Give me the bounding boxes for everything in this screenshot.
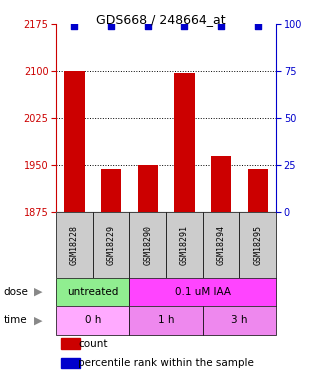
Point — [255, 23, 260, 29]
Text: GSM18229: GSM18229 — [107, 225, 116, 265]
Bar — [56, 306, 129, 334]
Bar — [203, 306, 276, 334]
Text: 1 h: 1 h — [158, 315, 174, 325]
Text: GSM18291: GSM18291 — [180, 225, 189, 265]
Text: time: time — [3, 315, 27, 325]
Bar — [93, 212, 129, 278]
Point — [145, 23, 150, 29]
Bar — [129, 278, 276, 306]
Bar — [166, 212, 203, 278]
Point — [219, 23, 224, 29]
Text: 0.1 uM IAA: 0.1 uM IAA — [175, 287, 231, 297]
Point — [182, 23, 187, 29]
Text: GSM18294: GSM18294 — [217, 225, 226, 265]
Text: ▶: ▶ — [34, 315, 42, 325]
Text: ▶: ▶ — [34, 287, 42, 297]
Text: dose: dose — [3, 287, 28, 297]
Text: 3 h: 3 h — [231, 315, 248, 325]
Bar — [138, 165, 158, 212]
Bar — [174, 72, 195, 212]
Text: GDS668 / 248664_at: GDS668 / 248664_at — [96, 13, 225, 26]
Text: GSM18228: GSM18228 — [70, 225, 79, 265]
Text: percentile rank within the sample: percentile rank within the sample — [78, 358, 254, 368]
Bar — [203, 212, 239, 278]
Text: GSM18295: GSM18295 — [253, 225, 262, 265]
Text: 0 h: 0 h — [85, 315, 101, 325]
Text: untreated: untreated — [67, 287, 118, 297]
Bar — [239, 212, 276, 278]
Bar — [129, 306, 203, 334]
Point — [72, 23, 77, 29]
Bar — [101, 170, 121, 212]
Bar — [65, 70, 84, 212]
Bar — [211, 156, 231, 212]
Point — [108, 23, 114, 29]
Bar — [56, 278, 129, 306]
Bar — [61, 358, 80, 369]
Bar — [248, 169, 268, 212]
Bar — [56, 212, 93, 278]
Bar — [61, 338, 80, 349]
Bar — [129, 212, 166, 278]
Text: count: count — [78, 339, 108, 349]
Text: GSM18290: GSM18290 — [143, 225, 152, 265]
